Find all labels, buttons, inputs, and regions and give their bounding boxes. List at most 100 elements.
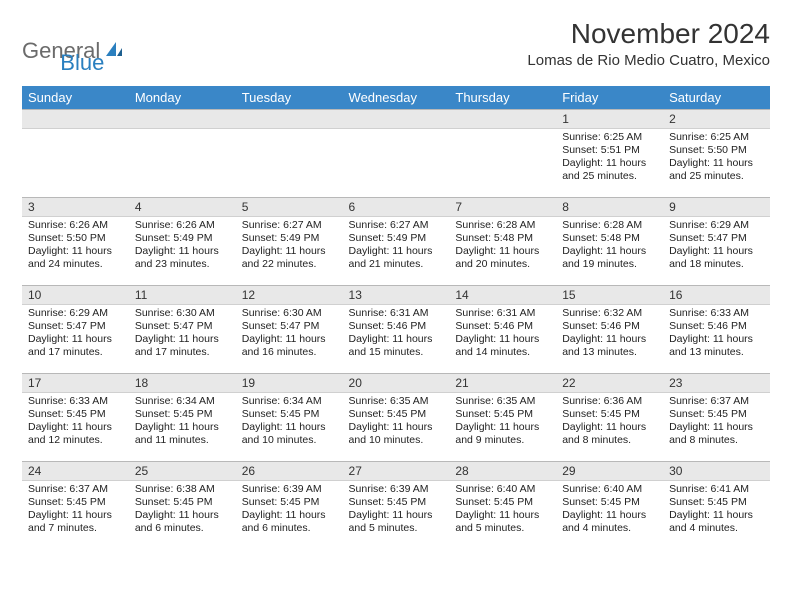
calendar-day-cell: 7Sunrise: 6:28 AMSunset: 5:48 PMDaylight…	[449, 197, 556, 285]
sunset-text: Sunset: 5:45 PM	[669, 496, 764, 509]
calendar-day-cell: 16Sunrise: 6:33 AMSunset: 5:46 PMDayligh…	[663, 285, 770, 373]
calendar-day-cell: 25Sunrise: 6:38 AMSunset: 5:45 PMDayligh…	[129, 461, 236, 549]
sunset-text: Sunset: 5:48 PM	[562, 232, 657, 245]
day-details: Sunrise: 6:26 AMSunset: 5:49 PMDaylight:…	[129, 217, 236, 275]
day-number: 28	[449, 461, 556, 481]
calendar-day-cell: 19Sunrise: 6:34 AMSunset: 5:45 PMDayligh…	[236, 373, 343, 461]
day-details	[236, 129, 343, 135]
sunrise-text: Sunrise: 6:29 AM	[669, 219, 764, 232]
calendar-day-cell: 24Sunrise: 6:37 AMSunset: 5:45 PMDayligh…	[22, 461, 129, 549]
day-details: Sunrise: 6:27 AMSunset: 5:49 PMDaylight:…	[236, 217, 343, 275]
day-number: 5	[236, 197, 343, 217]
day-number: 30	[663, 461, 770, 481]
calendar-day-cell	[236, 109, 343, 197]
day-number	[343, 109, 450, 129]
sunset-text: Sunset: 5:45 PM	[28, 408, 123, 421]
calendar-week-row: 3Sunrise: 6:26 AMSunset: 5:50 PMDaylight…	[22, 197, 770, 285]
daylight-text: Daylight: 11 hours and 5 minutes.	[455, 509, 550, 535]
calendar-day-cell: 28Sunrise: 6:40 AMSunset: 5:45 PMDayligh…	[449, 461, 556, 549]
calendar-day-cell	[129, 109, 236, 197]
day-details: Sunrise: 6:37 AMSunset: 5:45 PMDaylight:…	[22, 481, 129, 539]
calendar-day-cell: 10Sunrise: 6:29 AMSunset: 5:47 PMDayligh…	[22, 285, 129, 373]
sunset-text: Sunset: 5:45 PM	[562, 408, 657, 421]
daylight-text: Daylight: 11 hours and 4 minutes.	[669, 509, 764, 535]
sunrise-text: Sunrise: 6:36 AM	[562, 395, 657, 408]
sunset-text: Sunset: 5:46 PM	[562, 320, 657, 333]
daylight-text: Daylight: 11 hours and 9 minutes.	[455, 421, 550, 447]
sunrise-text: Sunrise: 6:29 AM	[28, 307, 123, 320]
sunset-text: Sunset: 5:46 PM	[455, 320, 550, 333]
sunrise-text: Sunrise: 6:34 AM	[135, 395, 230, 408]
daylight-text: Daylight: 11 hours and 8 minutes.	[669, 421, 764, 447]
sunrise-text: Sunrise: 6:31 AM	[349, 307, 444, 320]
logo-word-blue: Blue	[60, 50, 104, 76]
day-number: 21	[449, 373, 556, 393]
calendar-day-cell: 4Sunrise: 6:26 AMSunset: 5:49 PMDaylight…	[129, 197, 236, 285]
day-details: Sunrise: 6:38 AMSunset: 5:45 PMDaylight:…	[129, 481, 236, 539]
daylight-text: Daylight: 11 hours and 4 minutes.	[562, 509, 657, 535]
day-details: Sunrise: 6:30 AMSunset: 5:47 PMDaylight:…	[129, 305, 236, 363]
calendar-table: Sunday Monday Tuesday Wednesday Thursday…	[22, 86, 770, 549]
day-number: 2	[663, 109, 770, 129]
daylight-text: Daylight: 11 hours and 13 minutes.	[562, 333, 657, 359]
daylight-text: Daylight: 11 hours and 8 minutes.	[562, 421, 657, 447]
sunset-text: Sunset: 5:51 PM	[562, 144, 657, 157]
sunset-text: Sunset: 5:45 PM	[562, 496, 657, 509]
title-block: November 2024 Lomas de Rio Medio Cuatro,…	[527, 18, 770, 69]
calendar-day-cell: 1Sunrise: 6:25 AMSunset: 5:51 PMDaylight…	[556, 109, 663, 197]
day-details: Sunrise: 6:39 AMSunset: 5:45 PMDaylight:…	[236, 481, 343, 539]
calendar-week-row: 17Sunrise: 6:33 AMSunset: 5:45 PMDayligh…	[22, 373, 770, 461]
day-number: 14	[449, 285, 556, 305]
daylight-text: Daylight: 11 hours and 7 minutes.	[28, 509, 123, 535]
day-number: 24	[22, 461, 129, 481]
daylight-text: Daylight: 11 hours and 15 minutes.	[349, 333, 444, 359]
day-number: 22	[556, 373, 663, 393]
day-details: Sunrise: 6:32 AMSunset: 5:46 PMDaylight:…	[556, 305, 663, 363]
day-details: Sunrise: 6:28 AMSunset: 5:48 PMDaylight:…	[449, 217, 556, 275]
sunset-text: Sunset: 5:45 PM	[349, 408, 444, 421]
sunset-text: Sunset: 5:45 PM	[349, 496, 444, 509]
sunrise-text: Sunrise: 6:34 AM	[242, 395, 337, 408]
day-details: Sunrise: 6:30 AMSunset: 5:47 PMDaylight:…	[236, 305, 343, 363]
day-details: Sunrise: 6:36 AMSunset: 5:45 PMDaylight:…	[556, 393, 663, 451]
sunset-text: Sunset: 5:50 PM	[28, 232, 123, 245]
daylight-text: Daylight: 11 hours and 17 minutes.	[135, 333, 230, 359]
sunrise-text: Sunrise: 6:28 AM	[455, 219, 550, 232]
weekday-header: Sunday	[22, 86, 129, 109]
daylight-text: Daylight: 11 hours and 11 minutes.	[135, 421, 230, 447]
daylight-text: Daylight: 11 hours and 21 minutes.	[349, 245, 444, 271]
sunset-text: Sunset: 5:47 PM	[242, 320, 337, 333]
sunset-text: Sunset: 5:48 PM	[455, 232, 550, 245]
sunset-text: Sunset: 5:45 PM	[455, 408, 550, 421]
sunset-text: Sunset: 5:49 PM	[349, 232, 444, 245]
day-number: 25	[129, 461, 236, 481]
calendar-day-cell: 26Sunrise: 6:39 AMSunset: 5:45 PMDayligh…	[236, 461, 343, 549]
calendar-day-cell: 13Sunrise: 6:31 AMSunset: 5:46 PMDayligh…	[343, 285, 450, 373]
calendar-day-cell: 8Sunrise: 6:28 AMSunset: 5:48 PMDaylight…	[556, 197, 663, 285]
weekday-header-row: Sunday Monday Tuesday Wednesday Thursday…	[22, 86, 770, 109]
sunrise-text: Sunrise: 6:27 AM	[349, 219, 444, 232]
daylight-text: Daylight: 11 hours and 12 minutes.	[28, 421, 123, 447]
day-details: Sunrise: 6:34 AMSunset: 5:45 PMDaylight:…	[129, 393, 236, 451]
sunrise-text: Sunrise: 6:32 AM	[562, 307, 657, 320]
day-number	[129, 109, 236, 129]
day-details: Sunrise: 6:25 AMSunset: 5:51 PMDaylight:…	[556, 129, 663, 187]
sunrise-text: Sunrise: 6:39 AM	[242, 483, 337, 496]
calendar-day-cell: 11Sunrise: 6:30 AMSunset: 5:47 PMDayligh…	[129, 285, 236, 373]
calendar-day-cell: 17Sunrise: 6:33 AMSunset: 5:45 PMDayligh…	[22, 373, 129, 461]
location-subtitle: Lomas de Rio Medio Cuatro, Mexico	[527, 52, 770, 69]
calendar-day-cell: 23Sunrise: 6:37 AMSunset: 5:45 PMDayligh…	[663, 373, 770, 461]
daylight-text: Daylight: 11 hours and 25 minutes.	[669, 157, 764, 183]
day-number: 7	[449, 197, 556, 217]
sunrise-text: Sunrise: 6:35 AM	[455, 395, 550, 408]
sunrise-text: Sunrise: 6:26 AM	[135, 219, 230, 232]
calendar-day-cell: 5Sunrise: 6:27 AMSunset: 5:49 PMDaylight…	[236, 197, 343, 285]
sunrise-text: Sunrise: 6:33 AM	[669, 307, 764, 320]
daylight-text: Daylight: 11 hours and 14 minutes.	[455, 333, 550, 359]
day-details: Sunrise: 6:31 AMSunset: 5:46 PMDaylight:…	[449, 305, 556, 363]
logo: General Blue	[22, 18, 104, 76]
daylight-text: Daylight: 11 hours and 25 minutes.	[562, 157, 657, 183]
day-number: 4	[129, 197, 236, 217]
sunrise-text: Sunrise: 6:30 AM	[242, 307, 337, 320]
page-header: General Blue November 2024 Lomas de Rio …	[22, 18, 770, 76]
